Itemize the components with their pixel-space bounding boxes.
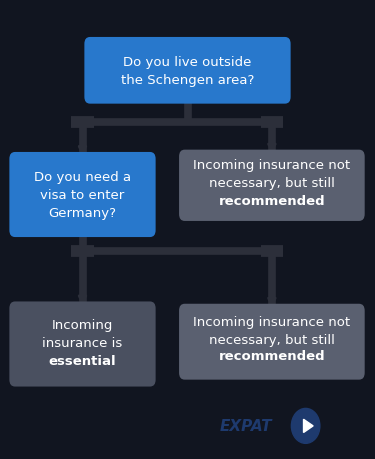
Circle shape: [291, 409, 320, 443]
Text: EXPAT: EXPAT: [219, 419, 272, 433]
Text: Incoming insurance not
necessary, but still: Incoming insurance not necessary, but st…: [194, 315, 350, 346]
Polygon shape: [303, 420, 313, 432]
FancyBboxPatch shape: [9, 302, 156, 386]
FancyBboxPatch shape: [84, 38, 291, 104]
Text: Do you live outside
the Schengen area?: Do you live outside the Schengen area?: [121, 56, 254, 87]
FancyBboxPatch shape: [179, 150, 364, 222]
Text: recommended: recommended: [219, 194, 325, 207]
Text: recommended: recommended: [219, 349, 325, 362]
Text: Incoming
insurance is: Incoming insurance is: [42, 319, 123, 350]
Text: essential: essential: [49, 354, 116, 367]
Text: Do you need a
visa to enter
Germany?: Do you need a visa to enter Germany?: [34, 171, 131, 219]
FancyBboxPatch shape: [179, 304, 364, 380]
Text: Incoming insurance not
necessary, but still: Incoming insurance not necessary, but st…: [194, 159, 350, 190]
FancyBboxPatch shape: [9, 152, 156, 238]
